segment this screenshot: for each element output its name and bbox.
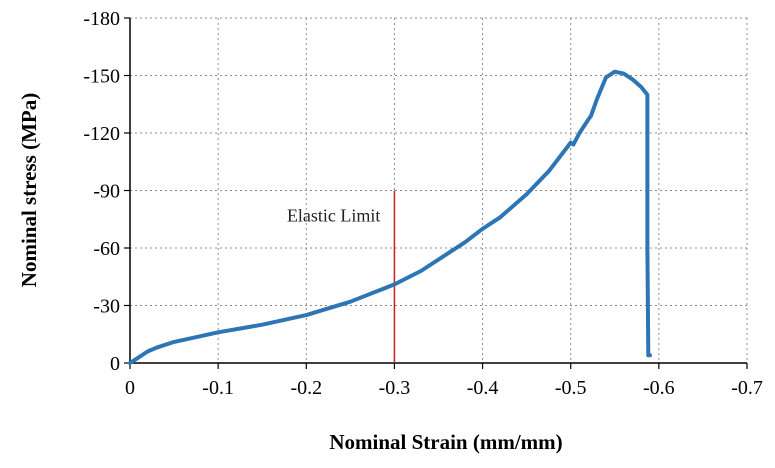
y-axis-title: Nominal stress (MPa) [17,93,41,287]
x-tick-label: -0.7 [731,377,763,399]
series-line [128,69,652,365]
x-axis-title: Nominal Strain (mm/mm) [329,430,562,454]
y-tick-label: 0 [110,353,120,375]
x-tick-label: -0.3 [379,377,411,399]
x-tick-label: 0 [125,377,135,399]
axes [129,18,747,364]
x-tick-label: -0.6 [643,377,675,399]
y-tick-label: -150 [83,66,120,88]
annotations: Elastic Limit [287,190,396,363]
x-tick-label: -0.4 [467,377,499,399]
series [128,69,652,365]
x-tick-label: -0.2 [290,377,322,399]
elastic-limit-label: Elastic Limit [287,206,380,226]
x-tick-label: -0.1 [202,377,234,399]
y-tick-label: -120 [83,123,120,145]
y-tick-label: -30 [93,296,120,318]
gridlines [130,17,748,363]
y-tick-label: -180 [83,8,120,30]
x-tick-label: -0.5 [555,377,587,399]
tick-labels: 0 -0.1 -0.2 -0.3 -0.4 -0.5 -0.6 -0.7 0 -30 -60 -90 -… [83,8,763,399]
y-tick-label: -90 [93,181,120,203]
y-tick-label: -60 [93,238,120,260]
